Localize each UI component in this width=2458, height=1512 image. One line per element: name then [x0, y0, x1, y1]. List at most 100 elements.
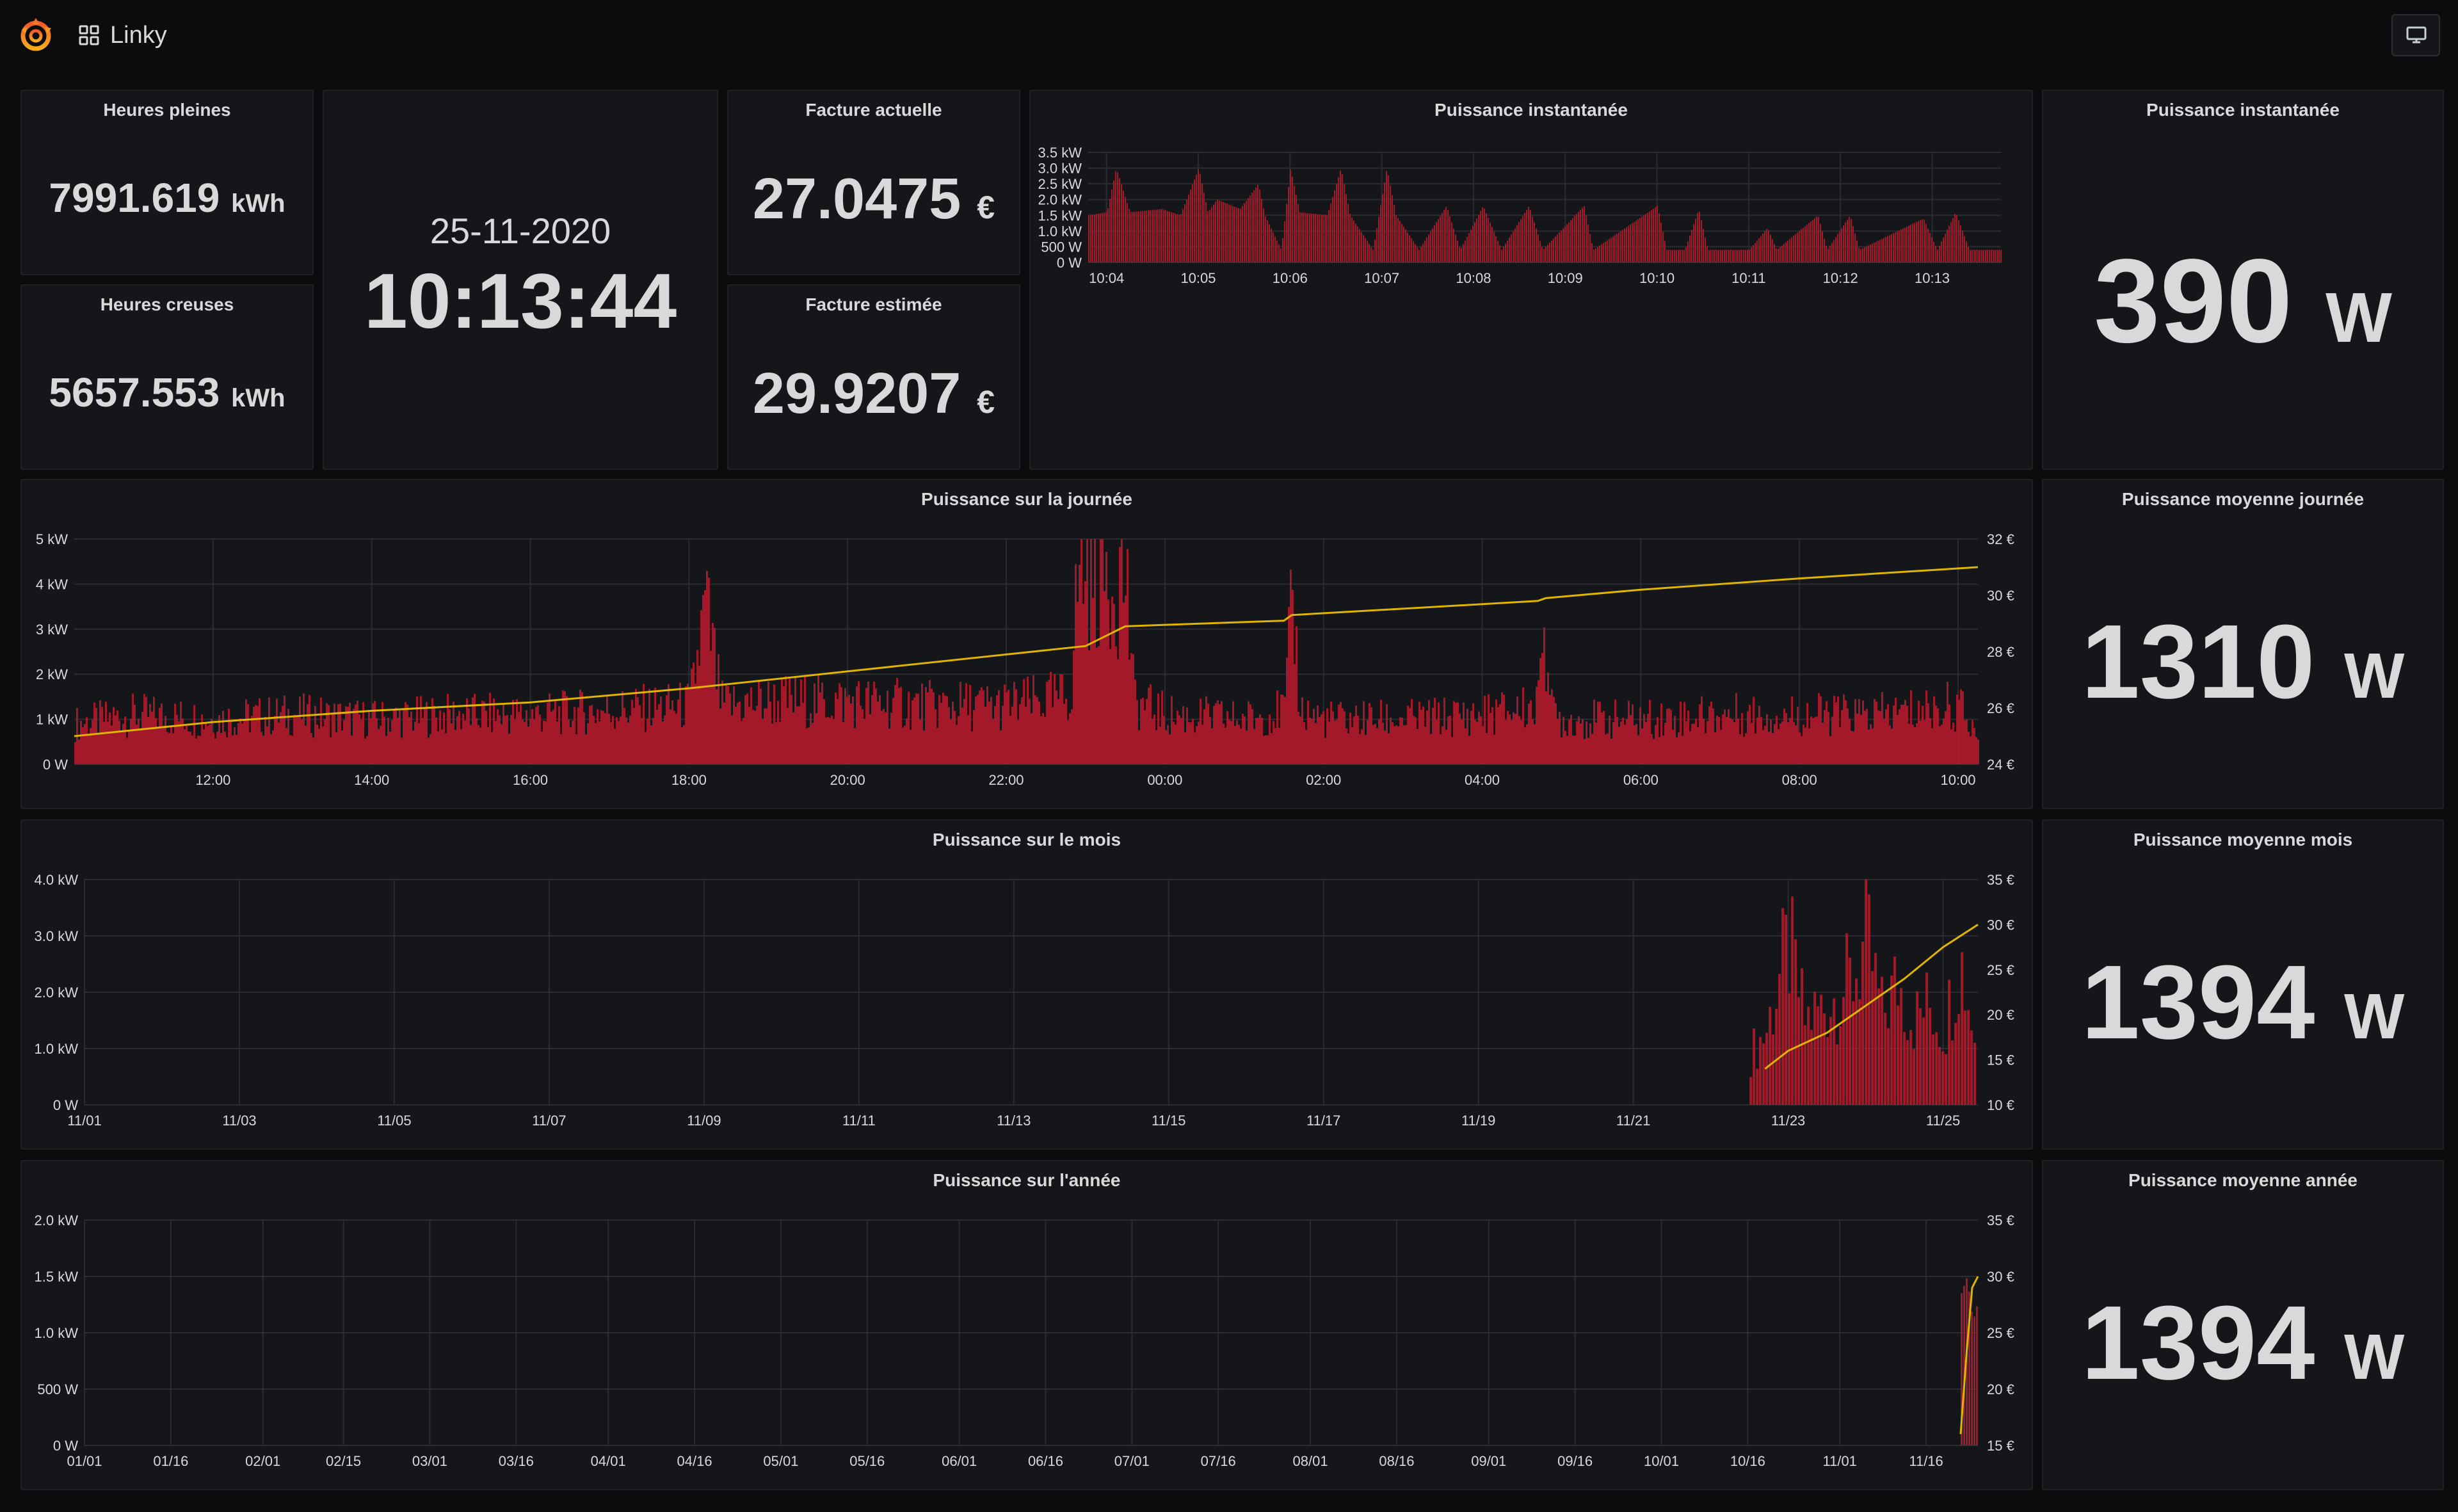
power-bar [1495, 236, 1497, 262]
facture-estimee-panel: Facture estimée 29.9207 € [727, 284, 1020, 470]
power-bar [1612, 236, 1614, 262]
tv-mode-button[interactable] [2391, 14, 2440, 56]
power-bar [1720, 730, 1722, 764]
power-bar [1513, 712, 1514, 764]
power-bar [802, 702, 804, 764]
power-bar [182, 718, 184, 764]
power-bar [1092, 214, 1093, 262]
power-bar [186, 725, 188, 764]
power-bar [1240, 208, 1241, 262]
power-bar [266, 726, 268, 764]
power-bar [1107, 207, 1109, 262]
power-bar [1961, 952, 1964, 1105]
power-bar [1486, 213, 1487, 262]
power-bar [1603, 243, 1604, 262]
power-bar [1297, 711, 1299, 764]
power-bar [1710, 702, 1712, 764]
power-bar [1075, 564, 1077, 764]
power-bar [1111, 597, 1113, 764]
power-bar [335, 732, 337, 764]
power-bar [1789, 239, 1790, 262]
power-bar [1296, 195, 1297, 262]
grafana-logo-icon[interactable] [17, 15, 55, 54]
power-bar [1082, 604, 1084, 764]
power-bar [848, 695, 850, 764]
power-bar [1836, 1044, 1839, 1105]
power-bar [671, 700, 673, 764]
power-bar [1226, 711, 1228, 764]
power-bar [719, 708, 721, 764]
power-bar [1603, 711, 1605, 764]
power-bar [1173, 721, 1175, 764]
power-bar [961, 707, 963, 764]
power-bar [1248, 198, 1249, 262]
power-bar [1876, 701, 1877, 764]
y-right-tick-label: 35 € [1987, 872, 2014, 888]
power-bar [685, 686, 687, 764]
power-bar [320, 697, 322, 764]
power-bar [746, 693, 748, 764]
power-bar [869, 714, 871, 764]
power-bar [261, 732, 262, 764]
power-bar [1061, 674, 1063, 764]
power-bar [1388, 175, 1389, 262]
power-bar [109, 712, 111, 764]
power-bar [1865, 880, 1868, 1105]
power-bar [1213, 705, 1215, 764]
power-bar [1029, 698, 1031, 764]
power-bar [424, 707, 426, 764]
power-bar [875, 688, 877, 764]
power-bar [1528, 704, 1530, 764]
power-bar [691, 668, 693, 764]
panel-title: Puissance moyenne année [2128, 1170, 2358, 1190]
power-bar [1616, 716, 1618, 764]
power-bar [1632, 704, 1634, 764]
power-bar [1422, 243, 1424, 262]
dashboard-title[interactable]: Linky [110, 22, 167, 49]
power-bar [1622, 229, 1623, 262]
power-bar [1211, 207, 1212, 262]
power-bar [1282, 695, 1284, 764]
power-bar [1422, 706, 1424, 764]
power-bar [1497, 241, 1498, 262]
power-bar [652, 718, 654, 764]
power-bar [1428, 234, 1429, 262]
power-bar [1775, 1008, 1778, 1105]
power-bar [1945, 711, 1947, 764]
y-tick-label: 1.0 kW [35, 1325, 79, 1341]
power-bar [984, 706, 986, 764]
power-bar [1125, 197, 1126, 262]
power-bar [1378, 216, 1379, 262]
power-bar [1065, 698, 1067, 764]
power-bar [1167, 211, 1168, 262]
power-bar [1716, 250, 1717, 262]
power-bar [136, 724, 138, 764]
power-bar [1449, 216, 1450, 262]
power-bar [502, 704, 504, 764]
power-bar [1804, 1025, 1807, 1105]
x-tick-label: 11/11 [842, 1113, 876, 1129]
power-bar [817, 674, 819, 764]
power-bar [873, 681, 875, 764]
power-bar [1932, 1034, 1935, 1105]
power-bar [1130, 653, 1132, 764]
power-bar [1023, 679, 1025, 764]
power-bar [241, 723, 243, 764]
power-bar [1100, 213, 1101, 262]
y-right-tick-label: 32 € [1987, 531, 2014, 547]
power-bar [1361, 232, 1362, 262]
power-bar [1219, 200, 1220, 262]
power-bar [1311, 213, 1312, 262]
power-bar [1395, 725, 1397, 764]
power-bar [358, 714, 360, 764]
moyenne-annee-panel: Puissance moyenne année 1394 W [2042, 1160, 2444, 1490]
x-tick-label: 09/01 [1471, 1453, 1506, 1469]
power-bar [295, 716, 297, 764]
power-bar [1612, 721, 1614, 764]
power-bar [1922, 1017, 1925, 1105]
x-tick-label: 03/01 [412, 1453, 447, 1469]
